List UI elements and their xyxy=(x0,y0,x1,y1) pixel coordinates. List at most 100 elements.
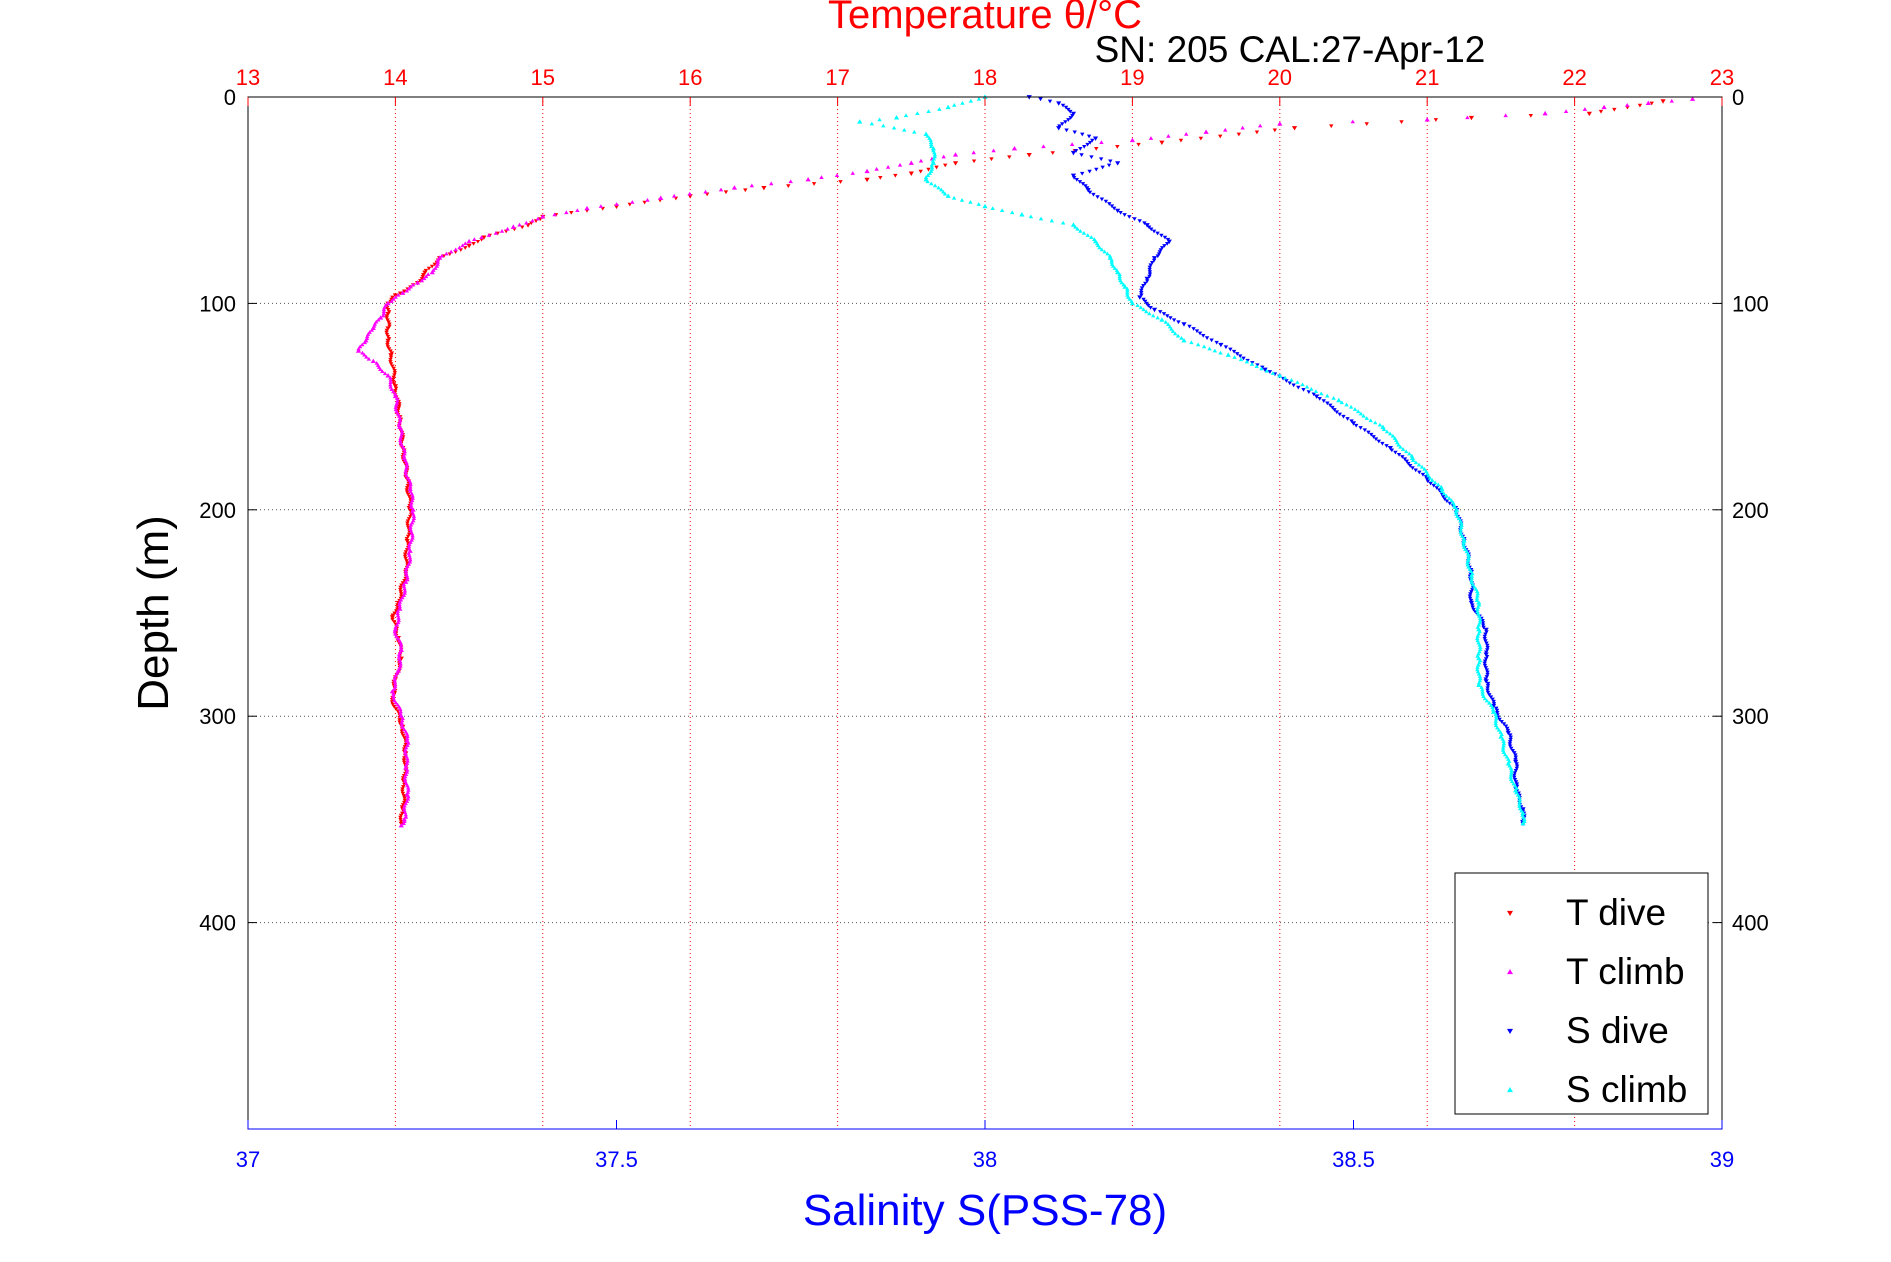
data-point xyxy=(1481,694,1486,698)
data-point xyxy=(1476,626,1482,632)
data-point xyxy=(403,747,408,752)
data-point xyxy=(1528,114,1534,118)
data-point xyxy=(1586,111,1592,117)
data-point xyxy=(419,278,425,283)
data-point xyxy=(1125,288,1130,293)
data-point xyxy=(1501,722,1507,726)
data-point xyxy=(1479,685,1484,690)
data-point xyxy=(466,238,472,244)
data-point xyxy=(1209,338,1214,343)
data-point xyxy=(912,129,917,134)
data-point xyxy=(1115,144,1120,149)
data-point xyxy=(1432,480,1438,485)
data-point xyxy=(1135,303,1140,308)
data-point xyxy=(1060,220,1066,225)
data-point xyxy=(389,387,394,391)
data-point xyxy=(1472,584,1477,589)
data-point xyxy=(405,575,410,580)
legend: T dive T climb S dive S climb xyxy=(1454,872,1709,1115)
data-point xyxy=(991,148,996,153)
tick-label-y-left: 400 xyxy=(199,911,236,936)
data-point xyxy=(397,420,402,425)
data-point xyxy=(401,805,407,810)
data-point xyxy=(1080,182,1086,186)
data-point xyxy=(1207,346,1212,351)
data-point xyxy=(1085,142,1090,147)
data-point xyxy=(1332,408,1337,412)
data-point xyxy=(1110,264,1116,268)
data-point xyxy=(1223,345,1229,350)
data-point xyxy=(369,328,374,332)
data-point xyxy=(386,320,391,325)
data-point xyxy=(1473,610,1478,614)
data-point xyxy=(749,183,755,188)
data-point xyxy=(1483,677,1488,682)
tick-label-y-left: 300 xyxy=(199,704,236,729)
data-point xyxy=(1141,284,1146,288)
tick-label-y-left: 0 xyxy=(224,85,236,110)
data-point xyxy=(408,522,414,527)
data-point xyxy=(400,791,406,796)
data-point xyxy=(399,720,405,725)
data-point xyxy=(404,732,410,736)
data-point xyxy=(408,503,414,507)
data-point xyxy=(1060,103,1066,108)
legend-marker xyxy=(1507,1028,1513,1034)
data-point xyxy=(926,109,931,113)
data-point xyxy=(1094,167,1099,172)
data-point xyxy=(401,582,407,586)
data-point xyxy=(1499,719,1504,724)
data-point xyxy=(1081,231,1087,235)
data-point xyxy=(1350,119,1355,124)
data-point xyxy=(1245,358,1250,363)
data-point xyxy=(388,353,394,358)
data-point xyxy=(1259,366,1264,371)
data-point xyxy=(1426,473,1431,478)
data-point xyxy=(552,212,557,217)
data-point xyxy=(1094,147,1099,151)
data-point xyxy=(1387,446,1393,451)
data-point xyxy=(406,517,412,521)
legend-entries: T dive T climb S dive S climb xyxy=(1507,892,1687,1110)
tick-label-x-bottom: 39 xyxy=(1710,1147,1734,1172)
data-point xyxy=(1469,590,1474,594)
data-point xyxy=(402,808,407,812)
data-point xyxy=(530,218,535,223)
data-point xyxy=(392,373,397,378)
data-point xyxy=(388,382,393,387)
data-point xyxy=(396,652,402,657)
data-point xyxy=(407,555,413,560)
legend-label: S climb xyxy=(1566,1069,1687,1110)
data-point xyxy=(1454,507,1460,512)
data-point xyxy=(1476,662,1481,667)
data-point xyxy=(1099,140,1104,144)
data-point xyxy=(1396,442,1401,447)
data-point xyxy=(405,736,410,741)
data-point xyxy=(411,511,416,516)
data-point xyxy=(1483,627,1489,633)
data-point xyxy=(402,749,408,754)
data-point xyxy=(1447,501,1452,506)
data-point xyxy=(397,602,402,606)
data-point xyxy=(1459,523,1464,527)
data-point xyxy=(393,386,399,391)
data-point xyxy=(399,731,405,736)
data-point xyxy=(388,378,393,382)
data-point xyxy=(403,814,409,819)
data-point xyxy=(1490,707,1496,712)
series-t-climb xyxy=(355,96,1696,828)
data-point xyxy=(960,100,965,105)
data-point xyxy=(932,183,938,188)
data-point xyxy=(1119,280,1124,285)
data-point xyxy=(1500,745,1506,750)
data-point xyxy=(384,316,389,321)
data-point xyxy=(1516,791,1521,796)
data-point xyxy=(401,821,406,826)
data-point xyxy=(1138,305,1144,310)
data-point xyxy=(761,185,767,191)
data-point xyxy=(392,371,398,375)
data-point xyxy=(1514,782,1520,787)
data-point xyxy=(409,500,414,505)
data-point xyxy=(1277,121,1283,126)
data-point xyxy=(1467,567,1472,571)
